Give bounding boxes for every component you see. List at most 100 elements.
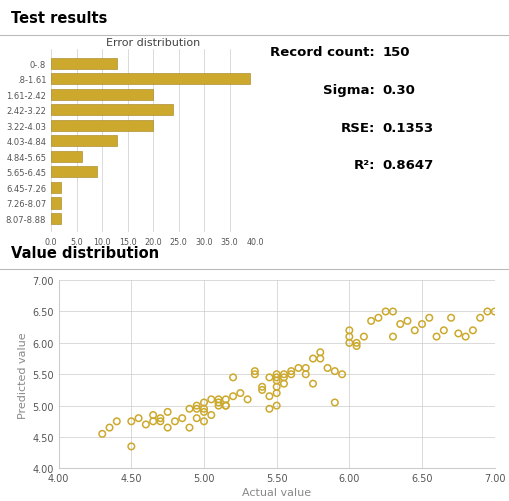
- Point: [207, 396, 215, 404]
- Point: [330, 367, 338, 375]
- Bar: [51, 198, 61, 209]
- Point: [105, 424, 114, 432]
- Point: [250, 370, 259, 379]
- Point: [388, 333, 396, 341]
- Point: [142, 420, 150, 428]
- Point: [410, 327, 418, 335]
- Point: [229, 392, 237, 400]
- Point: [236, 389, 244, 397]
- Point: [200, 408, 208, 416]
- Point: [287, 367, 295, 375]
- Point: [163, 424, 172, 432]
- Point: [352, 339, 360, 347]
- Y-axis label: absolute error: absolute error: [0, 110, 3, 173]
- Text: R²:: R²:: [353, 159, 374, 172]
- Point: [229, 374, 237, 382]
- Point: [185, 424, 193, 432]
- Point: [272, 389, 280, 397]
- Bar: [51, 120, 153, 132]
- Point: [359, 333, 367, 341]
- Text: 0.30: 0.30: [382, 84, 414, 97]
- Point: [439, 327, 447, 335]
- Point: [127, 417, 135, 425]
- Point: [461, 333, 469, 341]
- Point: [279, 380, 288, 388]
- Point: [403, 317, 411, 325]
- Point: [185, 405, 193, 413]
- Point: [301, 364, 309, 372]
- Point: [301, 370, 309, 379]
- Point: [214, 399, 222, 407]
- Bar: [51, 136, 117, 147]
- Point: [127, 442, 135, 450]
- Point: [200, 399, 208, 407]
- Point: [265, 374, 273, 382]
- Point: [272, 374, 280, 382]
- Point: [468, 327, 476, 335]
- Point: [345, 333, 353, 341]
- Point: [156, 414, 164, 422]
- Point: [171, 417, 179, 425]
- Point: [475, 314, 484, 322]
- Text: Sigma:: Sigma:: [322, 84, 374, 97]
- Point: [192, 405, 201, 413]
- Text: 150: 150: [382, 46, 409, 59]
- Point: [200, 417, 208, 425]
- Point: [294, 364, 302, 372]
- Text: Record count:: Record count:: [270, 46, 374, 59]
- Point: [156, 417, 164, 425]
- Bar: [51, 59, 117, 70]
- Point: [287, 370, 295, 379]
- Point: [432, 333, 440, 341]
- Point: [192, 414, 201, 422]
- Point: [395, 321, 404, 329]
- Point: [425, 314, 433, 322]
- Point: [352, 342, 360, 350]
- Point: [192, 402, 201, 410]
- Point: [272, 402, 280, 410]
- Bar: [51, 182, 61, 194]
- Point: [272, 383, 280, 391]
- Title: Error distribution: Error distribution: [106, 38, 200, 48]
- Bar: [51, 213, 61, 224]
- Text: Test results: Test results: [11, 11, 107, 26]
- Point: [323, 364, 331, 372]
- Text: RSE:: RSE:: [340, 121, 374, 134]
- Text: 0.1353: 0.1353: [382, 121, 433, 134]
- Point: [149, 411, 157, 419]
- Text: 0.8647: 0.8647: [382, 159, 433, 172]
- Point: [454, 330, 462, 338]
- Bar: [51, 167, 97, 178]
- Point: [221, 396, 230, 404]
- Point: [446, 314, 455, 322]
- X-axis label: Actual value: Actual value: [242, 487, 310, 497]
- Point: [134, 414, 143, 422]
- Point: [337, 370, 346, 379]
- Point: [214, 402, 222, 410]
- Point: [308, 355, 317, 363]
- Point: [163, 408, 172, 416]
- Point: [265, 392, 273, 400]
- Point: [98, 430, 106, 438]
- Bar: [51, 74, 249, 85]
- Point: [258, 386, 266, 394]
- Point: [207, 411, 215, 419]
- Point: [250, 367, 259, 375]
- Point: [279, 374, 288, 382]
- Point: [272, 377, 280, 385]
- Point: [483, 308, 491, 316]
- Point: [316, 349, 324, 357]
- Point: [417, 321, 425, 329]
- Bar: [51, 89, 153, 101]
- Y-axis label: Predicted value: Predicted value: [18, 331, 28, 418]
- Point: [258, 383, 266, 391]
- Bar: [51, 105, 173, 116]
- Point: [221, 402, 230, 410]
- Bar: [51, 151, 81, 163]
- Point: [178, 414, 186, 422]
- Point: [330, 399, 338, 407]
- Point: [279, 370, 288, 379]
- Point: [366, 317, 375, 325]
- Point: [149, 417, 157, 425]
- Point: [265, 405, 273, 413]
